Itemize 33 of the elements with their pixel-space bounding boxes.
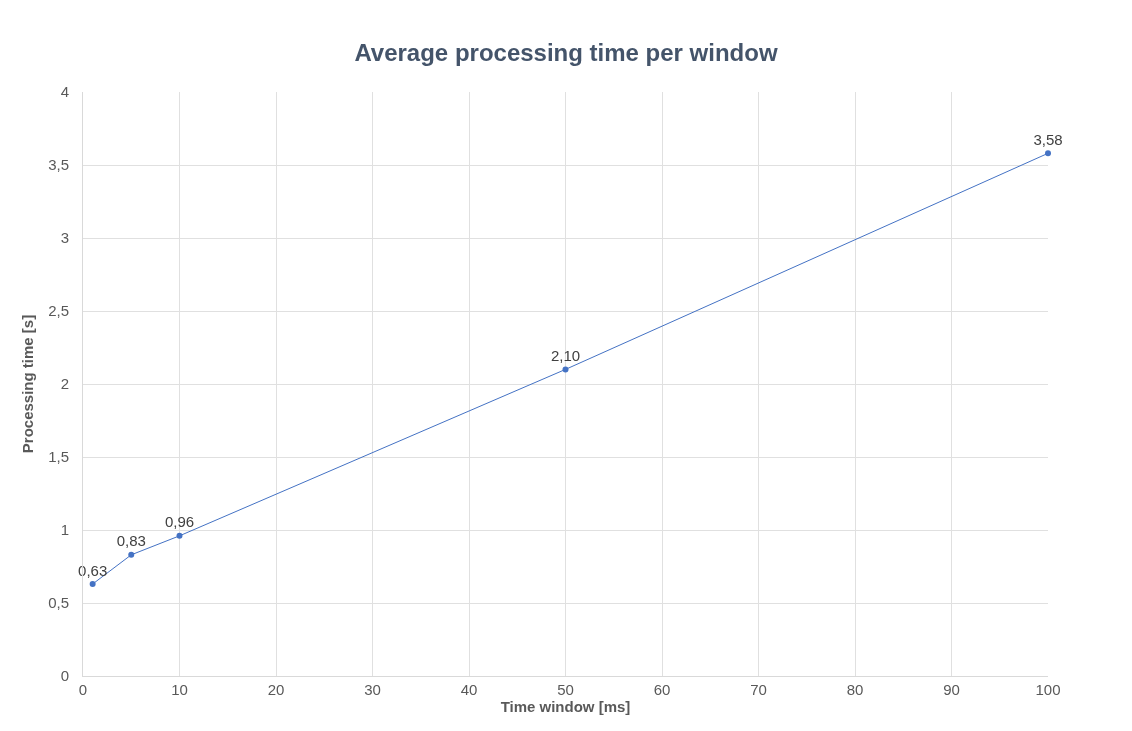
x-tick-label: 100: [1035, 681, 1061, 698]
x-tick-label: 70: [750, 681, 767, 698]
point: [176, 532, 183, 539]
x-tick-label: 10: [171, 681, 188, 698]
point: [1045, 150, 1051, 157]
y-tick-label: 2,5: [48, 302, 69, 320]
y-tick-label: 1,5: [48, 448, 69, 466]
y-tick-label: 0: [60, 667, 69, 685]
x-axis-title: Time window [ms]: [500, 698, 631, 715]
x-tick-label: 40: [460, 681, 478, 698]
y-tick-label: 0,5: [48, 594, 69, 612]
x-tick-label: 80: [846, 681, 864, 698]
data-label: 0,96: [164, 513, 195, 531]
data-label: 0,63: [78, 561, 108, 579]
y-tick-label: 3,5: [48, 156, 69, 174]
x-tick-label: 0: [78, 681, 88, 698]
y-tick-label: 1: [60, 521, 69, 539]
x-tick-label: 60: [653, 681, 671, 698]
data-label: 2,10: [550, 346, 581, 364]
chart-title: Average processing time per window: [354, 38, 778, 66]
data-label: 0,83: [116, 532, 146, 550]
x-tick-label: 90: [943, 681, 960, 698]
point: [562, 366, 569, 373]
point: [89, 581, 96, 588]
data-label: 3,58: [1033, 130, 1063, 148]
y-tick-label: 2: [60, 375, 69, 393]
x-tick-label: 50: [557, 681, 574, 698]
x-tick-label: 20: [267, 681, 285, 698]
point: [128, 551, 135, 558]
x-tick-label: 30: [364, 681, 381, 698]
y-tick-label: 4: [60, 83, 69, 101]
y-tick-label: 3: [60, 229, 69, 247]
y-axis-title: Processing time [s]: [19, 314, 37, 454]
